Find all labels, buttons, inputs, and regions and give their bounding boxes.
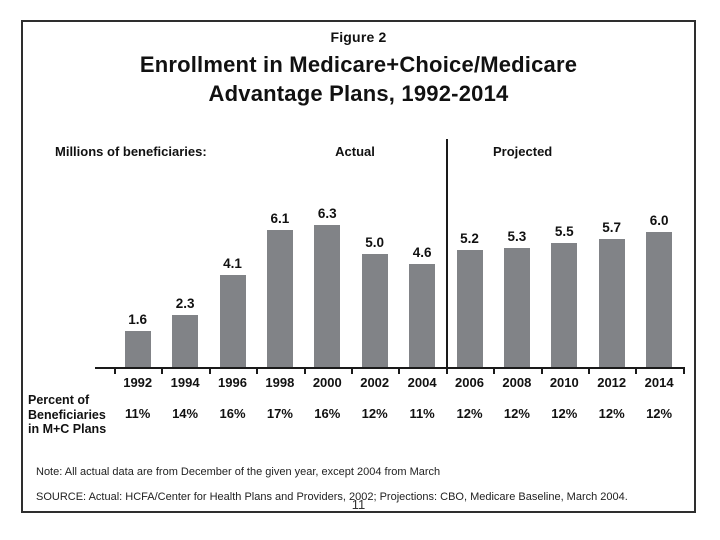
percent-row-label-line1: Percent of xyxy=(28,393,90,407)
figure-title-line2: Advantage Plans, 1992-2014 xyxy=(208,81,509,106)
axis-tick xyxy=(398,367,401,374)
bar xyxy=(219,275,246,367)
bar-value-label: 5.5 xyxy=(554,224,574,239)
axis-tick xyxy=(114,367,116,374)
year-label: 1994 xyxy=(170,375,200,390)
figure-title: Enrollment in Medicare+Choice/Medicare A… xyxy=(23,50,694,108)
year-label: 2014 xyxy=(644,375,674,390)
year-label: 1992 xyxy=(123,375,153,390)
bar-value-label: 2.3 xyxy=(175,296,195,311)
note-text: Note: All actual data are from December … xyxy=(36,466,441,478)
actual-projected-divider xyxy=(445,139,448,369)
source-text: SOURCE: Actual: HCFA/Center for Health P… xyxy=(36,491,628,503)
bar xyxy=(646,232,673,367)
section-label-projected: Projected xyxy=(493,144,553,159)
x-axis-line xyxy=(95,367,684,369)
year-label: 2012 xyxy=(597,375,627,390)
axis-tick xyxy=(493,367,496,374)
axis-tick xyxy=(351,367,353,374)
axis-tick xyxy=(161,367,164,374)
section-label-actual: Actual xyxy=(335,144,375,159)
axis-tick xyxy=(540,367,543,374)
figure-title-line1: Enrollment in Medicare+Choice/Medicare xyxy=(139,52,578,77)
year-label: 2000 xyxy=(312,375,342,390)
bar-value-label: 4.1 xyxy=(223,256,242,271)
year-label: 1996 xyxy=(218,375,247,390)
percent-value: 14% xyxy=(172,406,199,421)
bar xyxy=(314,225,341,367)
percent-value: 16% xyxy=(314,406,341,421)
bar-value-label: 6.3 xyxy=(317,206,337,221)
bar-value-label: 6.1 xyxy=(270,211,290,226)
percent-value: 12% xyxy=(361,406,388,421)
bar xyxy=(172,315,199,367)
percent-value: 12% xyxy=(598,406,625,421)
year-label: 1998 xyxy=(265,375,295,390)
bar xyxy=(361,254,388,367)
axis-tick xyxy=(682,367,685,374)
percent-value: 12% xyxy=(551,406,578,421)
bar xyxy=(598,239,625,367)
year-label: 2002 xyxy=(360,375,390,390)
bar-value-label: 4.6 xyxy=(412,245,432,260)
year-label: 2006 xyxy=(455,375,484,390)
percent-value: 11% xyxy=(125,406,151,421)
figure-label: Figure 2 xyxy=(330,29,387,45)
percent-value: 12% xyxy=(503,406,530,421)
bar xyxy=(503,248,530,367)
bar xyxy=(409,264,436,367)
bar-value-label: 5.0 xyxy=(365,235,385,250)
bar-value-label: 5.2 xyxy=(460,231,479,246)
percent-value: 12% xyxy=(646,406,673,421)
percent-row-label: Percent of Beneficiaries in M+C Plans xyxy=(28,393,106,437)
axis-tick xyxy=(303,367,306,374)
axis-tick xyxy=(208,367,211,374)
percent-value: 12% xyxy=(456,406,483,421)
bar-value-label: 5.7 xyxy=(602,220,622,235)
axis-tick xyxy=(588,367,590,374)
axis-tick xyxy=(635,367,638,374)
year-label: 2008 xyxy=(502,375,532,390)
percent-row-label-line3: in M+C Plans xyxy=(28,422,107,436)
year-label: 2004 xyxy=(407,375,437,390)
page-number: 11 xyxy=(351,497,366,512)
bar-value-label: 6.0 xyxy=(649,213,669,228)
bar-value-label: 5.3 xyxy=(507,229,527,244)
bar xyxy=(266,230,293,367)
bar-value-label: 1.6 xyxy=(128,312,148,327)
percent-value: 11% xyxy=(409,406,435,421)
bar-plot: 1.6 1992 11% 2.3 1994 14% 4.1 1996 16% 6.1 1998 17%… xyxy=(23,22,694,511)
figure-frame: Figure 2 Enrollment in Medicare+Choice/M… xyxy=(21,20,696,513)
year-label: 2010 xyxy=(549,375,579,390)
percent-value: 16% xyxy=(219,406,246,421)
bar xyxy=(124,331,151,367)
axis-tick xyxy=(256,367,259,374)
percent-row-label-line2: Beneficiaries xyxy=(28,407,106,422)
bar xyxy=(456,250,483,367)
bar xyxy=(551,243,578,367)
axis-unit-label: Millions of beneficiaries: xyxy=(55,144,207,159)
axis-tick xyxy=(445,367,448,374)
percent-value: 17% xyxy=(266,406,293,421)
